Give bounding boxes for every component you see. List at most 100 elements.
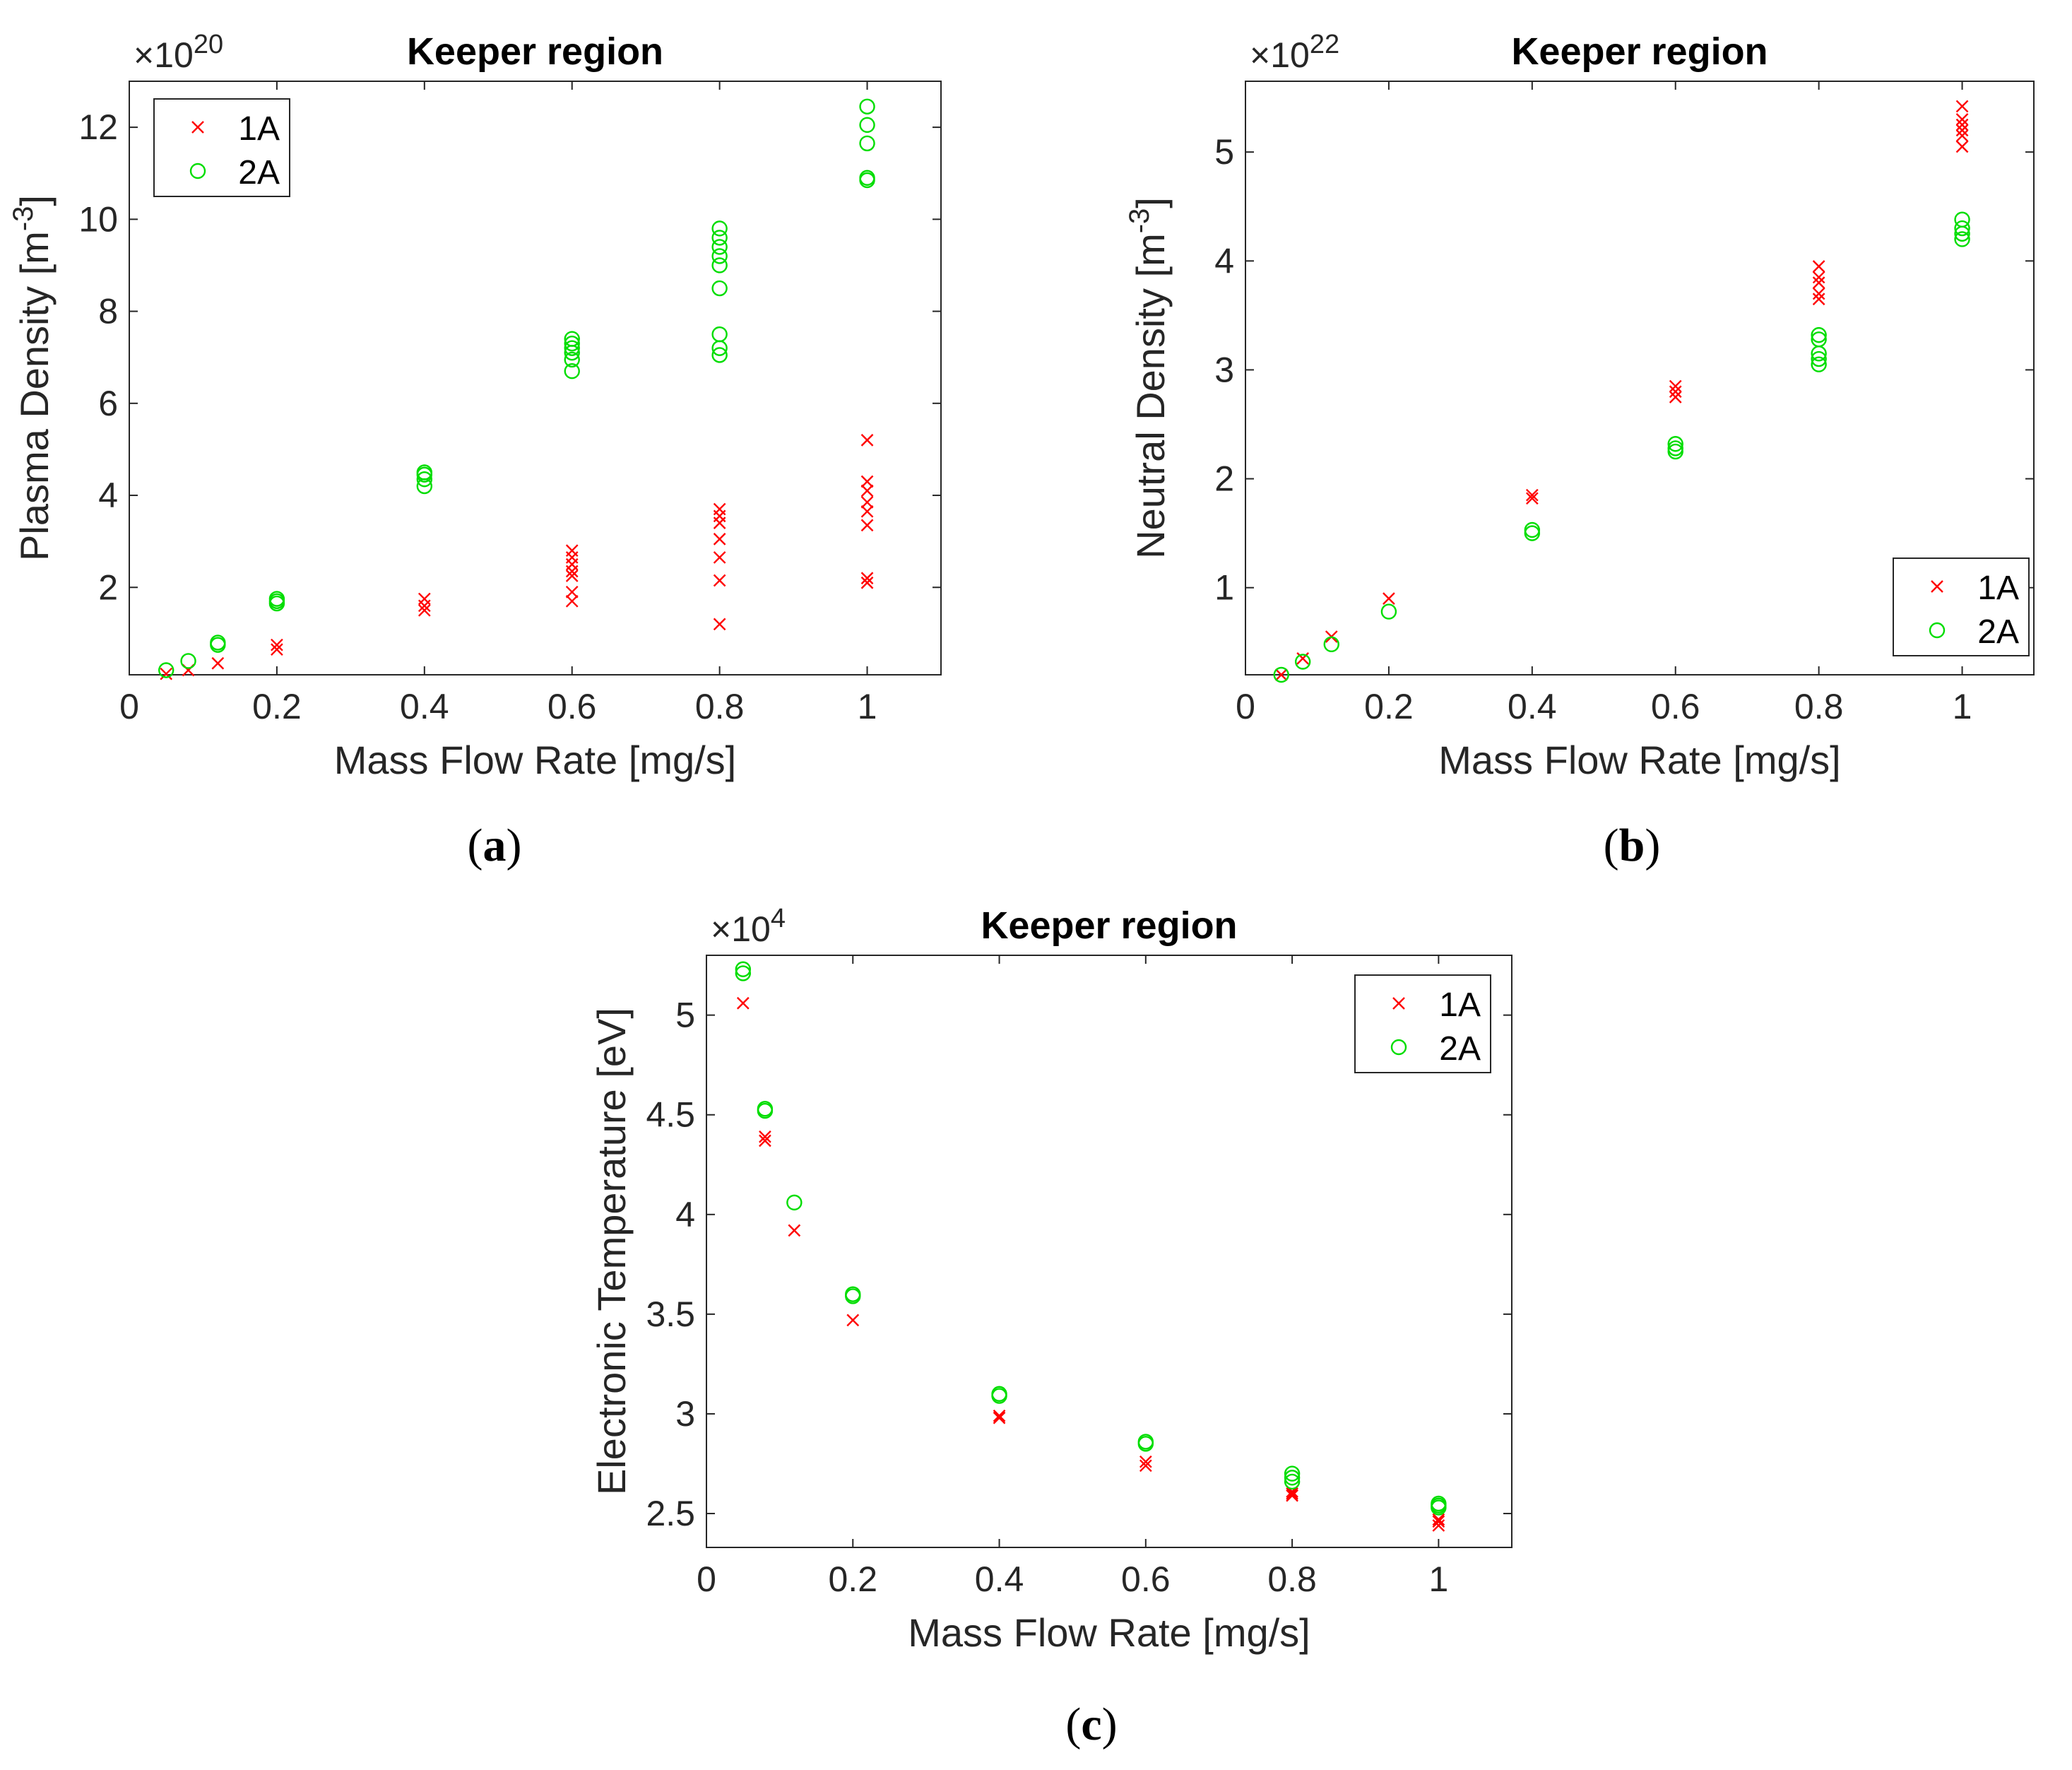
panel-a-point-2A <box>711 280 728 297</box>
panel-c-point-1A-b <box>759 1134 771 1147</box>
panel-b-point-1A-b <box>1274 668 1288 681</box>
panel-c-point-1A-b <box>846 1314 860 1327</box>
panel-b-legend-label-2A: 2A <box>1977 613 2019 651</box>
panel-a-ytick-label: 10 <box>78 199 118 239</box>
panel-b-point-1A-b <box>1669 385 1682 399</box>
panel-a-point-2A <box>711 220 728 237</box>
panel-c-xtick-label: 0.6 <box>1121 1559 1171 1599</box>
panel-b-point-1A-b <box>1383 592 1395 605</box>
panel-c-point-1A-b <box>993 1409 1006 1422</box>
panel-a-xtick-label: 0.8 <box>695 687 745 726</box>
panel-b-point-1A-b <box>1296 652 1310 665</box>
panel-c-ytick-label: 5 <box>675 996 695 1035</box>
panel-a-xtick-label: 0.2 <box>252 687 302 726</box>
panel-b-point-1A-b <box>1812 276 1825 289</box>
panel-a-point-2A <box>859 135 875 152</box>
panel-b-xtick-label: 0.6 <box>1651 687 1700 726</box>
panel-b-xlabel: Mass Flow Rate [mg/s] <box>1438 738 1840 782</box>
panel-c-point-2A <box>991 1386 1007 1402</box>
panel-c-legend-label-2A: 2A <box>1439 1030 1481 1068</box>
panel-a-xtick-label: 0.6 <box>547 687 597 726</box>
panel-b-point-2A <box>1954 211 1970 228</box>
panel-a-point-2A <box>180 653 196 669</box>
panel-a-point-2A <box>711 239 728 255</box>
panel-b-point-2A <box>1667 436 1683 452</box>
panel-a-point-2A <box>711 347 728 363</box>
panel-b-point-2A <box>1323 636 1339 653</box>
panel-a-point-2A <box>859 98 875 115</box>
panel-b-series-2A <box>1273 211 1970 683</box>
panel-a-axes-box <box>129 81 942 675</box>
panel-c-point-2A <box>757 1101 774 1117</box>
panel-a-point-1A-b <box>565 570 579 582</box>
panel-b-point-1A-b <box>1525 492 1539 505</box>
panel-a-series-1A <box>160 434 874 680</box>
panel-c-xlabel: Mass Flow Rate [mg/s] <box>908 1610 1310 1655</box>
panel-c-axes-box <box>706 955 1512 1548</box>
panel-b-legend-marker-2A <box>1929 622 1946 639</box>
panel-b-xtick-label: 0.2 <box>1364 687 1414 726</box>
panel-b-point-2A <box>1811 326 1827 343</box>
panel-c-point-1A-b <box>993 1411 1006 1424</box>
panel-c-point-2A <box>1284 1470 1301 1486</box>
panel-b-point-1A-b <box>1669 391 1682 403</box>
panel-a-point-2A <box>416 471 433 488</box>
panel-a-point-2A <box>158 662 174 678</box>
panel-a-ylabel: Plasma Density [m-3] <box>8 195 57 561</box>
panel-a-point-1A-b <box>713 533 726 545</box>
panel-b-legend-marker-1A-b <box>1931 580 1943 593</box>
panel-b-point-1A-b <box>1669 379 1682 393</box>
panel-a-point-1A-b <box>860 475 874 488</box>
panel-b-ytick-label: 5 <box>1214 132 1234 172</box>
panel-b-point-1A-b <box>1955 124 1969 137</box>
panel-c-legend-box <box>1354 974 1491 1073</box>
panel-a-point-1A-b <box>565 585 579 598</box>
panel-b-point-1A-b <box>1955 113 1969 126</box>
panel-c-xtick-label: 0 <box>697 1559 716 1599</box>
panel-b-point-2A <box>1380 603 1397 620</box>
panel-b-ytick-label: 4 <box>1214 241 1234 281</box>
panel-b-legend-box <box>1893 557 2030 656</box>
panel-b-point-2A <box>1667 440 1683 456</box>
panel-b-point-2A <box>1811 350 1827 367</box>
panel-a-ytick-label: 12 <box>78 107 118 147</box>
panel-c-xtick-label: 0.8 <box>1267 1559 1317 1599</box>
panel-c-point-2A <box>1431 1495 1447 1512</box>
panel-c: 0 0.2 0.4 0.6 0.8 1 2.5 3 3.5 4 4.5 5 ×104 Keeper reg… <box>589 904 1512 1655</box>
panel-c-ytick-label: 2.5 <box>646 1494 695 1533</box>
panel-a-point-2A <box>711 230 728 246</box>
panel-a-point-1A-b <box>713 618 726 631</box>
panel-a-exponent-label: ×1020 <box>134 30 223 75</box>
panel-a-point-1A-b <box>713 574 726 587</box>
panel-a-point-2A <box>564 340 580 356</box>
panel-a-point-1A-b <box>271 643 283 656</box>
panel-b-xtick-label: 0.4 <box>1508 687 1557 726</box>
panel-a-point-2A <box>564 335 580 352</box>
panel-b-point-1A-b <box>1525 488 1539 502</box>
panel-c-point-2A <box>845 1286 861 1302</box>
panel-c-ylabel: Electronic Temperature [eV] <box>589 1008 634 1495</box>
panel-c-point-1A-b <box>788 1224 801 1237</box>
panel-c-point-1A-b <box>1139 1459 1152 1473</box>
panel-b-series-1A <box>1274 100 1969 681</box>
panel-a-point-1A-b <box>860 495 874 509</box>
panel-a-xtick-label: 1 <box>858 687 877 726</box>
panel-b-point-2A <box>1954 220 1970 237</box>
panel-a-series-2A <box>158 98 875 678</box>
panel-c-ytick-label: 3.5 <box>646 1294 695 1334</box>
panel-c-point-2A <box>735 961 752 977</box>
panel-c-point-1A-b <box>1286 1487 1298 1500</box>
panel-b-point-2A <box>1811 331 1827 348</box>
panel-b-ytick-label: 1 <box>1214 568 1234 608</box>
panel-a-point-1A-b <box>565 594 579 608</box>
panel-b-xtick-label: 0 <box>1236 687 1255 726</box>
panel-a-point-1A-b <box>860 576 874 589</box>
panel-c-point-2A <box>735 965 752 981</box>
panel-a-ytick-label: 2 <box>98 567 118 607</box>
panel-a-point-2A <box>859 170 875 186</box>
panel-c-point-1A-b <box>1432 1519 1445 1532</box>
panel-c-point-1A-b <box>1286 1489 1298 1502</box>
